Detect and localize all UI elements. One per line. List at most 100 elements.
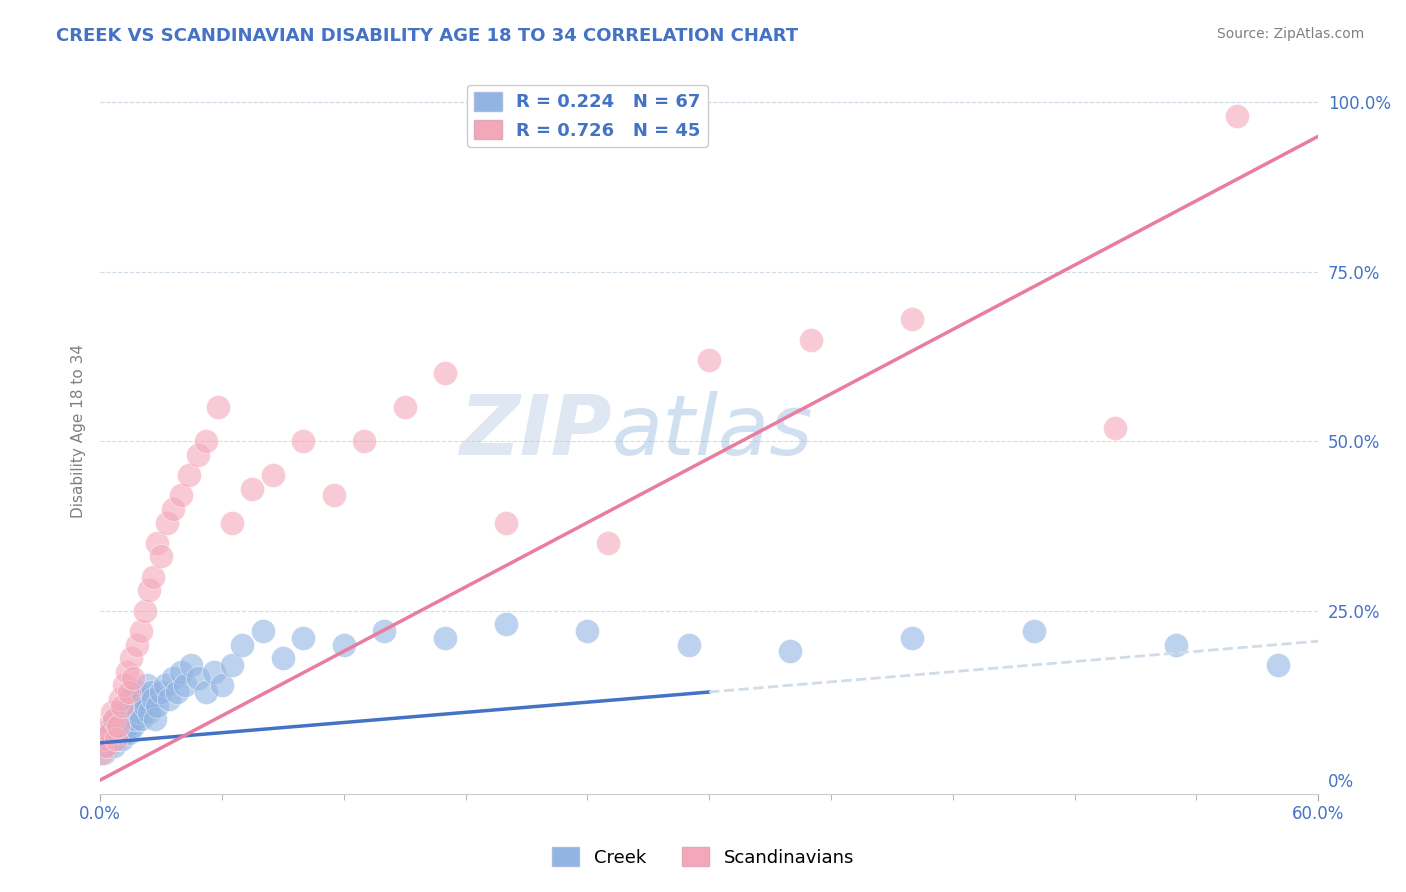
Point [146, 698, 169, 713]
Point [120, 691, 142, 706]
Point [434, 631, 457, 645]
Point [134, 604, 156, 618]
Point [179, 468, 201, 483]
Point [596, 536, 619, 550]
Point [146, 536, 169, 550]
Point [332, 638, 354, 652]
Point [121, 706, 143, 720]
Point [138, 583, 160, 598]
Point [394, 401, 416, 415]
Point [262, 468, 284, 483]
Point [156, 516, 179, 530]
Point [143, 712, 166, 726]
Point [103, 712, 125, 726]
Point [180, 657, 202, 672]
Y-axis label: Disability Age 18 to 34: Disability Age 18 to 34 [72, 344, 86, 518]
Point [170, 488, 193, 502]
Text: ZIP: ZIP [460, 391, 612, 472]
Point [697, 353, 720, 368]
Point [110, 691, 132, 706]
Point [134, 698, 156, 713]
Point [101, 706, 124, 720]
Point [434, 367, 457, 381]
Point [114, 725, 136, 739]
Point [135, 678, 157, 692]
Point [128, 706, 150, 720]
Point [125, 685, 148, 699]
Point [292, 434, 315, 449]
Point [221, 657, 243, 672]
Point [125, 698, 148, 713]
Point [101, 732, 124, 747]
Point [115, 706, 138, 720]
Point [231, 638, 253, 652]
Point [678, 638, 700, 652]
Point [207, 401, 229, 415]
Point [779, 644, 801, 658]
Point [107, 719, 129, 733]
Point [142, 570, 165, 584]
Point [292, 631, 315, 645]
Point [153, 678, 176, 692]
Point [202, 665, 225, 679]
Point [114, 712, 136, 726]
Point [271, 651, 294, 665]
Point [111, 719, 134, 733]
Point [242, 482, 264, 496]
Point [576, 624, 599, 638]
Point [98, 725, 121, 739]
Point [353, 434, 375, 449]
Point [98, 725, 121, 739]
Point [174, 678, 197, 692]
Point [96, 732, 118, 747]
Point [105, 712, 128, 726]
Point [97, 719, 120, 733]
Point [373, 624, 395, 638]
Point [1104, 420, 1126, 434]
Point [800, 333, 823, 347]
Point [111, 698, 134, 713]
Point [97, 739, 120, 754]
Point [124, 712, 146, 726]
Point [166, 685, 188, 699]
Point [1226, 109, 1249, 123]
Point [114, 678, 136, 692]
Point [162, 502, 184, 516]
Point [120, 651, 142, 665]
Point [93, 732, 115, 747]
Point [162, 672, 184, 686]
Legend: R = 0.224   N = 67, R = 0.726   N = 45: R = 0.224 N = 67, R = 0.726 N = 45 [467, 85, 707, 147]
Point [1166, 638, 1188, 652]
Point [91, 746, 114, 760]
Point [107, 732, 129, 747]
Point [170, 665, 193, 679]
Point [129, 624, 152, 638]
Point [194, 434, 217, 449]
Point [150, 549, 173, 564]
Point [117, 698, 139, 713]
Point [111, 732, 134, 747]
Point [91, 739, 114, 754]
Point [103, 739, 125, 754]
Point [121, 719, 143, 733]
Point [495, 617, 517, 632]
Text: Source: ZipAtlas.com: Source: ZipAtlas.com [1216, 27, 1364, 41]
Point [117, 725, 139, 739]
Point [115, 719, 138, 733]
Point [194, 685, 217, 699]
Point [901, 631, 924, 645]
Point [110, 725, 132, 739]
Point [105, 732, 128, 747]
Point [150, 685, 173, 699]
Point [121, 672, 143, 686]
Point [115, 665, 138, 679]
Point [93, 746, 115, 760]
Legend: Creek, Scandinavians: Creek, Scandinavians [546, 840, 860, 874]
Point [107, 719, 129, 733]
Point [221, 516, 243, 530]
Point [138, 706, 160, 720]
Point [211, 678, 233, 692]
Point [117, 685, 139, 699]
Point [96, 739, 118, 754]
Text: CREEK VS SCANDINAVIAN DISABILITY AGE 18 TO 34 CORRELATION CHART: CREEK VS SCANDINAVIAN DISABILITY AGE 18 … [56, 27, 799, 45]
